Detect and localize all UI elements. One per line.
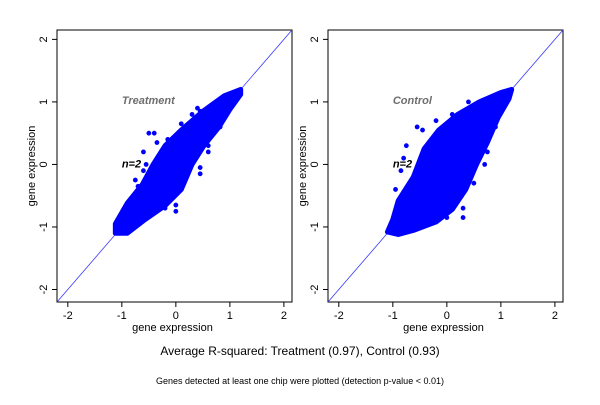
- data-point: [398, 168, 404, 174]
- data-point: [466, 99, 471, 105]
- data-point: [428, 143, 434, 149]
- data-point: [217, 124, 223, 130]
- y-tick-label: 0: [38, 161, 50, 167]
- x-tick-label: -2: [63, 310, 73, 322]
- x-tick-label: 1: [498, 310, 504, 322]
- data-point: [178, 121, 184, 127]
- data-point: [141, 168, 146, 174]
- y-tick-label: 0: [309, 161, 321, 167]
- data-point: [162, 205, 168, 211]
- data-point: [197, 165, 203, 170]
- x-tick-label: -1: [388, 310, 398, 322]
- data-point: [205, 149, 211, 155]
- data-point: [173, 202, 179, 208]
- data-point: [455, 180, 461, 186]
- y-tick-label: -2: [38, 285, 50, 295]
- x-axis-label: gene expression: [403, 322, 484, 334]
- data-point: [181, 127, 187, 133]
- data-point: [154, 140, 160, 145]
- data-point: [132, 177, 138, 183]
- control-panel: -2 -1 0 1 2 -2 -1 0 1 2 gene expression gene expres…: [297, 29, 564, 334]
- data-point: [200, 110, 206, 116]
- x-tick-label: -1: [117, 310, 127, 322]
- y-axis-label: gene expression: [297, 126, 309, 207]
- data-point: [414, 124, 420, 130]
- y-axis-label: gene expression: [26, 126, 38, 207]
- data-point: [493, 124, 498, 130]
- y-tick-label: -2: [309, 285, 321, 295]
- x-tick-label: 1: [227, 310, 233, 322]
- dense-point-cloud: [112, 86, 244, 236]
- plot-area: n=2 Treatment: [57, 30, 292, 302]
- data-point: [205, 143, 211, 149]
- data-point: [471, 180, 477, 186]
- footnote: Genes detected at least one chip were pl…: [156, 376, 444, 386]
- treatment-panel: -2 -1 0 1 2 -2 -1 0 1 2 gene expression gene expres…: [26, 29, 293, 334]
- plot-area: n=2 Control: [328, 30, 563, 302]
- data-point: [189, 112, 195, 117]
- sample-size-annotation: n=2: [393, 159, 412, 171]
- data-point: [482, 162, 488, 167]
- y-tick-label: 2: [309, 36, 321, 42]
- x-tick-label: 0: [173, 310, 179, 322]
- sample-size-annotation: n=2: [122, 159, 141, 171]
- data-point: [460, 205, 466, 211]
- x-tick-label: -2: [334, 310, 344, 322]
- y-tick-label: 1: [38, 99, 50, 105]
- dense-point-cloud: [384, 86, 515, 237]
- data-point: [146, 130, 152, 136]
- data-point: [449, 112, 455, 117]
- data-point: [141, 149, 146, 155]
- data-point: [135, 183, 141, 189]
- data-point: [170, 146, 176, 152]
- data-point: [173, 208, 179, 214]
- data-point: [406, 205, 412, 211]
- data-point: [146, 212, 152, 217]
- caption: Average R-squared: Treatment (0.97), Con…: [160, 344, 439, 358]
- data-point: [487, 96, 493, 102]
- data-point: [203, 127, 208, 133]
- data-point: [143, 162, 149, 167]
- data-point: [444, 215, 450, 220]
- plot-frame: [56, 29, 293, 303]
- plot-frame: [327, 29, 564, 303]
- data-point: [157, 199, 163, 205]
- data-point: [403, 143, 409, 149]
- data-point: [165, 137, 171, 142]
- data-point: [184, 174, 190, 180]
- data-point: [476, 118, 482, 124]
- data-point: [197, 171, 203, 177]
- data-point: [401, 155, 407, 161]
- data-point: [425, 221, 431, 227]
- y-tick-label: 1: [309, 99, 321, 105]
- data-point: [151, 130, 157, 136]
- panel-label: Control: [393, 95, 433, 107]
- data-point: [460, 215, 466, 220]
- x-axis-label: gene expression: [132, 322, 213, 334]
- data-point: [195, 105, 200, 111]
- x-tick-label: 2: [552, 310, 558, 322]
- y-tick-label: -1: [38, 222, 50, 232]
- panel-label: Treatment: [122, 95, 176, 107]
- x-tick-label: 2: [281, 310, 287, 322]
- y-tick-label: 2: [38, 36, 50, 42]
- y-tick-label: -1: [309, 222, 321, 232]
- data-point: [393, 187, 398, 192]
- data-point: [484, 149, 490, 155]
- data-point: [433, 118, 439, 124]
- data-point: [420, 127, 425, 133]
- x-tick-label: 0: [444, 310, 450, 322]
- data-point: [211, 102, 217, 108]
- data-point: [149, 196, 154, 202]
